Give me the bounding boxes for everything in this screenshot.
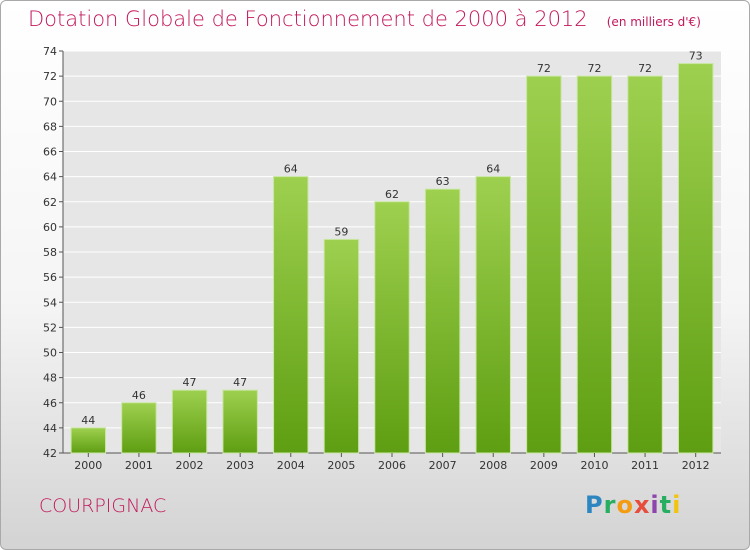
data-label-2003: 47	[233, 376, 247, 389]
x-tick-label-2007: 2007	[429, 459, 457, 472]
bar-2009	[526, 75, 562, 454]
y-tick-label: 44	[43, 422, 57, 435]
data-label-2006: 62	[385, 188, 399, 201]
data-label-2001: 46	[132, 389, 146, 402]
bar-2011	[627, 75, 663, 454]
x-tick-label-2000: 2000	[74, 459, 102, 472]
bar-2008	[475, 176, 511, 454]
bar-2003	[222, 389, 258, 454]
bar-2007	[424, 188, 461, 454]
chart-title-block: Dotation Globale de Fonctionnement de 20…	[28, 7, 701, 31]
y-tick-label: 56	[43, 271, 57, 284]
chart-subtitle: (en milliers d'€)	[606, 15, 701, 29]
y-tick-label: 74	[43, 45, 57, 58]
bar-2005	[323, 238, 360, 454]
y-tick-label: 72	[43, 70, 57, 83]
y-tick-label: 42	[43, 447, 57, 460]
x-tick-label-2004: 2004	[277, 459, 305, 472]
data-label-2011: 72	[638, 62, 652, 75]
bar-2012	[677, 63, 714, 454]
proxiti-logo: Proxiti	[585, 491, 682, 519]
y-tick-label: 54	[43, 296, 57, 309]
x-tick-label-2009: 2009	[530, 459, 558, 472]
bar-2010	[576, 75, 613, 454]
x-tick-label-2010: 2010	[580, 459, 608, 472]
bar-2006	[374, 201, 410, 454]
x-tick-label-2012: 2012	[682, 459, 710, 472]
data-label-2008: 64	[486, 163, 500, 176]
x-tick-label-2006: 2006	[378, 459, 406, 472]
y-tick-label: 52	[43, 321, 57, 334]
y-tick-label: 50	[43, 347, 57, 360]
y-tick-label: 64	[43, 171, 57, 184]
bar-2001	[121, 402, 157, 454]
bar-2004	[273, 176, 309, 454]
y-tick-label: 68	[43, 120, 57, 133]
y-tick-label: 60	[43, 221, 57, 234]
x-tick-label-2002: 2002	[176, 459, 204, 472]
bar-2002	[171, 389, 208, 454]
data-label-2012: 73	[689, 50, 703, 63]
bar-2000	[70, 427, 107, 454]
data-label-2007: 63	[436, 175, 450, 188]
x-tick-label-2005: 2005	[327, 459, 355, 472]
x-tick-label-2003: 2003	[226, 459, 254, 472]
x-tick-label-2008: 2008	[479, 459, 507, 472]
y-tick-label: 46	[43, 397, 57, 410]
data-label-2009: 72	[537, 62, 551, 75]
data-label-2000: 44	[81, 414, 95, 427]
chart-title: Dotation Globale de Fonctionnement de 20…	[28, 7, 588, 31]
y-tick-label: 58	[43, 246, 57, 259]
data-label-2002: 47	[183, 376, 197, 389]
x-tick-label-2011: 2011	[631, 459, 659, 472]
x-tick-label-2001: 2001	[125, 459, 153, 472]
data-label-2004: 64	[284, 163, 298, 176]
y-tick-label: 62	[43, 196, 57, 209]
y-tick-label: 70	[43, 95, 57, 108]
commune-name: COURPIGNAC	[39, 495, 167, 517]
y-tick-label: 48	[43, 372, 57, 385]
data-label-2005: 59	[334, 225, 348, 238]
data-label-2010: 72	[587, 62, 601, 75]
y-tick-label: 66	[43, 146, 57, 159]
